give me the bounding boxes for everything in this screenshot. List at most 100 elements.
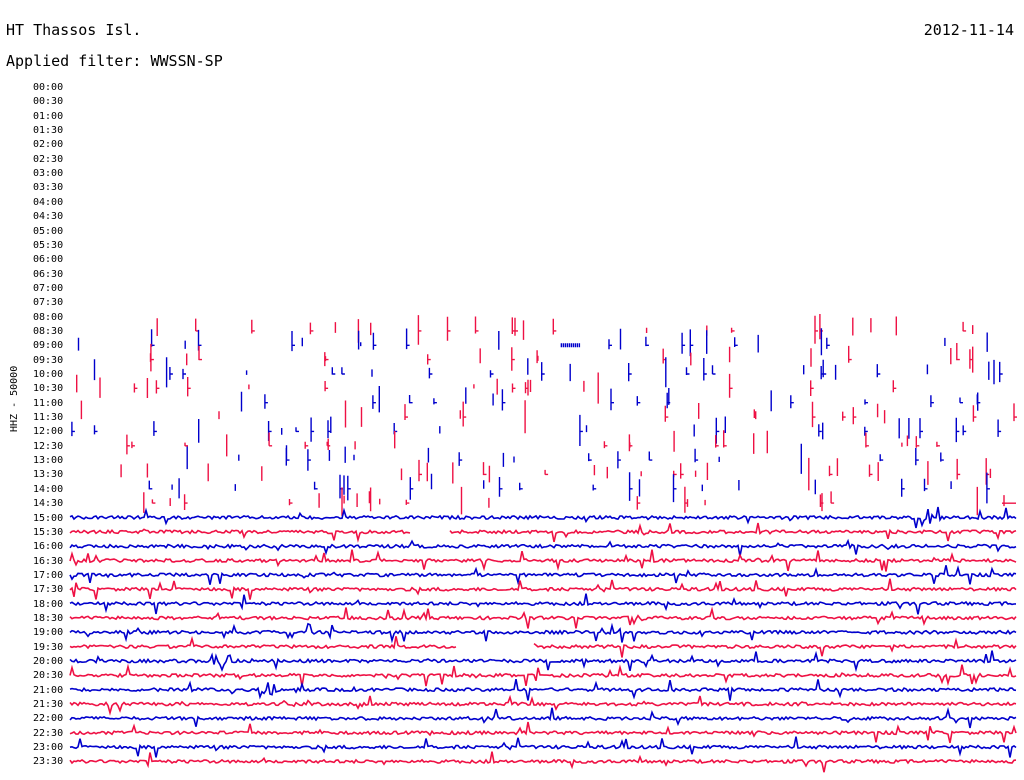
trace-1930 [69, 635, 1017, 658]
trace-0900 [77, 328, 988, 357]
time-label: 03:00 [33, 168, 64, 180]
time-label: 02:30 [33, 153, 64, 165]
time-label: 23:30 [33, 756, 64, 768]
trace-line [69, 593, 1017, 615]
time-label: 15:30 [33, 526, 64, 538]
record-date: 2012-11-14 [923, 21, 1014, 39]
time-label: 20:00 [33, 656, 64, 667]
trace-2000 [69, 650, 1017, 673]
trace-1600 [69, 538, 1017, 557]
time-label: 12:30 [33, 440, 64, 452]
trace-1500 [69, 506, 1017, 529]
time-label: 11:00 [33, 397, 64, 409]
trace-spikes [93, 357, 1003, 388]
trace-line [69, 679, 1017, 701]
trace-2230 [69, 721, 1017, 744]
time-label: 04:00 [33, 196, 64, 208]
trace-line [69, 538, 1017, 557]
time-label: 07:30 [33, 297, 64, 309]
trace-line [69, 650, 1017, 673]
trace-spikes [77, 328, 988, 357]
time-label: 23:00 [33, 742, 64, 754]
trace-2100 [69, 679, 1017, 701]
time-label: 18:00 [33, 598, 64, 610]
time-label: 06:30 [33, 268, 64, 280]
trace-spikes [126, 430, 940, 457]
filter-label: Applied filter: WWSSN-SP [6, 52, 223, 70]
trace-spikes [156, 314, 974, 345]
trace-1300 [186, 443, 944, 474]
trace-spikes [149, 343, 974, 373]
trace-1700 [69, 565, 1017, 586]
time-label: 22:00 [33, 713, 64, 725]
time-label: 08:00 [33, 311, 64, 323]
time-label: 03:30 [33, 182, 64, 194]
time-label: 06:00 [33, 254, 64, 266]
time-label: 20:30 [33, 670, 64, 682]
time-label: 07:00 [33, 282, 64, 294]
time-label: 16:00 [33, 541, 64, 553]
time-label: 02:00 [33, 139, 64, 151]
time-label: 08:30 [33, 325, 64, 337]
trace-line [69, 522, 1017, 543]
time-label: 22:30 [33, 727, 64, 739]
trace-1330 [120, 457, 992, 491]
time-label: 21:00 [33, 684, 64, 696]
time-label: 16:30 [33, 555, 64, 567]
trace-line [69, 506, 1017, 529]
time-label: 21:30 [33, 699, 64, 711]
time-label: 04:30 [33, 211, 64, 223]
trace-spikes [71, 414, 1002, 446]
trace-1530 [69, 522, 1017, 543]
station-title: HT Thassos Isl. [6, 21, 142, 39]
trace-line [69, 736, 1017, 758]
trace-1730 [69, 578, 1017, 600]
time-label: 12:00 [33, 426, 64, 438]
trace-spikes [148, 472, 990, 504]
trace-1200 [71, 414, 1002, 446]
trace-spikes [240, 386, 981, 413]
time-label: 13:00 [33, 455, 64, 467]
time-label: 01:00 [33, 110, 64, 122]
time-label: 13:30 [33, 469, 64, 481]
time-label: 18:30 [33, 612, 64, 624]
trace-spikes [186, 443, 944, 474]
trace-1030 [76, 372, 897, 404]
time-label: 00:30 [33, 96, 64, 108]
trace-line [69, 721, 1017, 744]
time-label: 10:30 [33, 383, 64, 395]
trace-2300 [69, 736, 1017, 758]
time-label: 05:30 [33, 239, 64, 251]
trace-2330 [69, 751, 1017, 773]
trace-line [69, 606, 1017, 629]
trace-fragment [821, 493, 1016, 512]
time-label: 00:00 [33, 82, 64, 93]
trace-line [69, 694, 1017, 716]
trace-line [69, 578, 1017, 600]
trace-2200 [69, 707, 1017, 729]
trace-line [69, 751, 1017, 773]
time-axis-labels: 00:00 00:30 01:00 01:30 02:00 02:30 03:00 03:30… [0, 0, 66, 780]
time-label: 14:30 [33, 498, 64, 510]
trace-line [69, 622, 1017, 644]
trace-1900 [69, 622, 1017, 644]
trace-2030 [69, 663, 1017, 687]
trace-0830 [156, 314, 974, 345]
time-label: 17:00 [33, 569, 64, 581]
trace-1230 [126, 430, 940, 457]
trace-1000 [93, 357, 1003, 388]
trace-1800 [69, 593, 1017, 615]
trace-1130 [80, 400, 1017, 434]
trace-spikes [143, 486, 978, 516]
time-label: 19:30 [33, 641, 64, 653]
trace-spikes [76, 372, 897, 404]
trace-line [69, 663, 1017, 687]
trace-2130 [69, 694, 1017, 716]
time-label: 10:00 [33, 369, 64, 380]
trace-1100 [240, 386, 981, 413]
trace-spikes [80, 400, 1017, 434]
time-label: 01:30 [33, 125, 64, 137]
time-label: 17:30 [33, 584, 64, 596]
trace-1630 [69, 549, 1017, 572]
time-label: 05:00 [33, 225, 64, 237]
